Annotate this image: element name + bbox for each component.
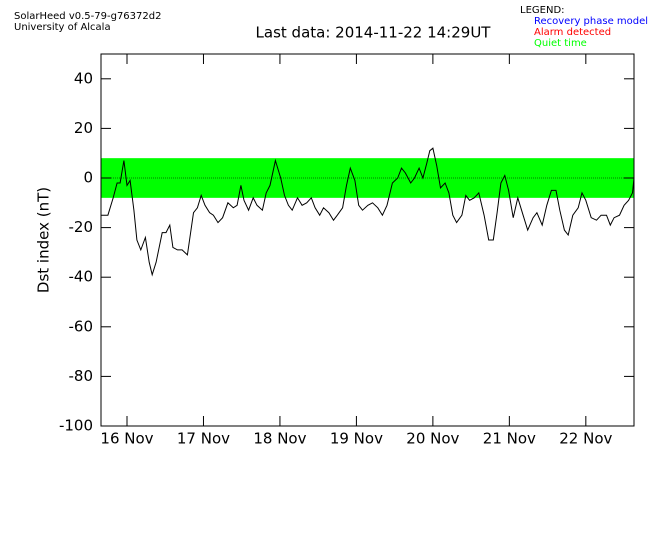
legend-entry: Quiet time	[534, 38, 587, 49]
x-tick-label: 22 Nov	[559, 430, 612, 448]
y-tick-label: -20	[69, 218, 94, 236]
legend-entry: Recovery phase model	[534, 16, 648, 27]
y-tick-label: -40	[69, 268, 94, 286]
y-tick-label: -100	[59, 417, 93, 435]
x-tick-label: 18 Nov	[253, 430, 306, 448]
y-tick-label: 0	[83, 169, 93, 187]
dst-line	[101, 147, 635, 277]
y-axis-label: Dst index (nT)	[35, 187, 53, 293]
y-tick-label: -80	[69, 367, 94, 385]
header-line: SolarHeed v0.5-79-g76372d2	[14, 11, 161, 22]
x-tick-label: 20 Nov	[406, 430, 459, 448]
x-tick-label: 16 Nov	[100, 430, 153, 448]
legend-entry: Alarm detected	[534, 27, 611, 38]
y-tick-label: 40	[74, 69, 93, 87]
y-tick-label: 20	[74, 119, 93, 137]
y-tick-label: -60	[69, 317, 94, 335]
x-tick-label: 19 Nov	[330, 430, 383, 448]
plot-frame	[100, 53, 635, 427]
x-tick-label: 17 Nov	[177, 430, 230, 448]
header-line: University of Alcala	[14, 22, 111, 33]
legend-title: LEGEND:	[520, 5, 565, 16]
x-tick-label: 21 Nov	[483, 430, 536, 448]
chart-title: Last data: 2014-11-22 14:29UT	[256, 24, 492, 42]
